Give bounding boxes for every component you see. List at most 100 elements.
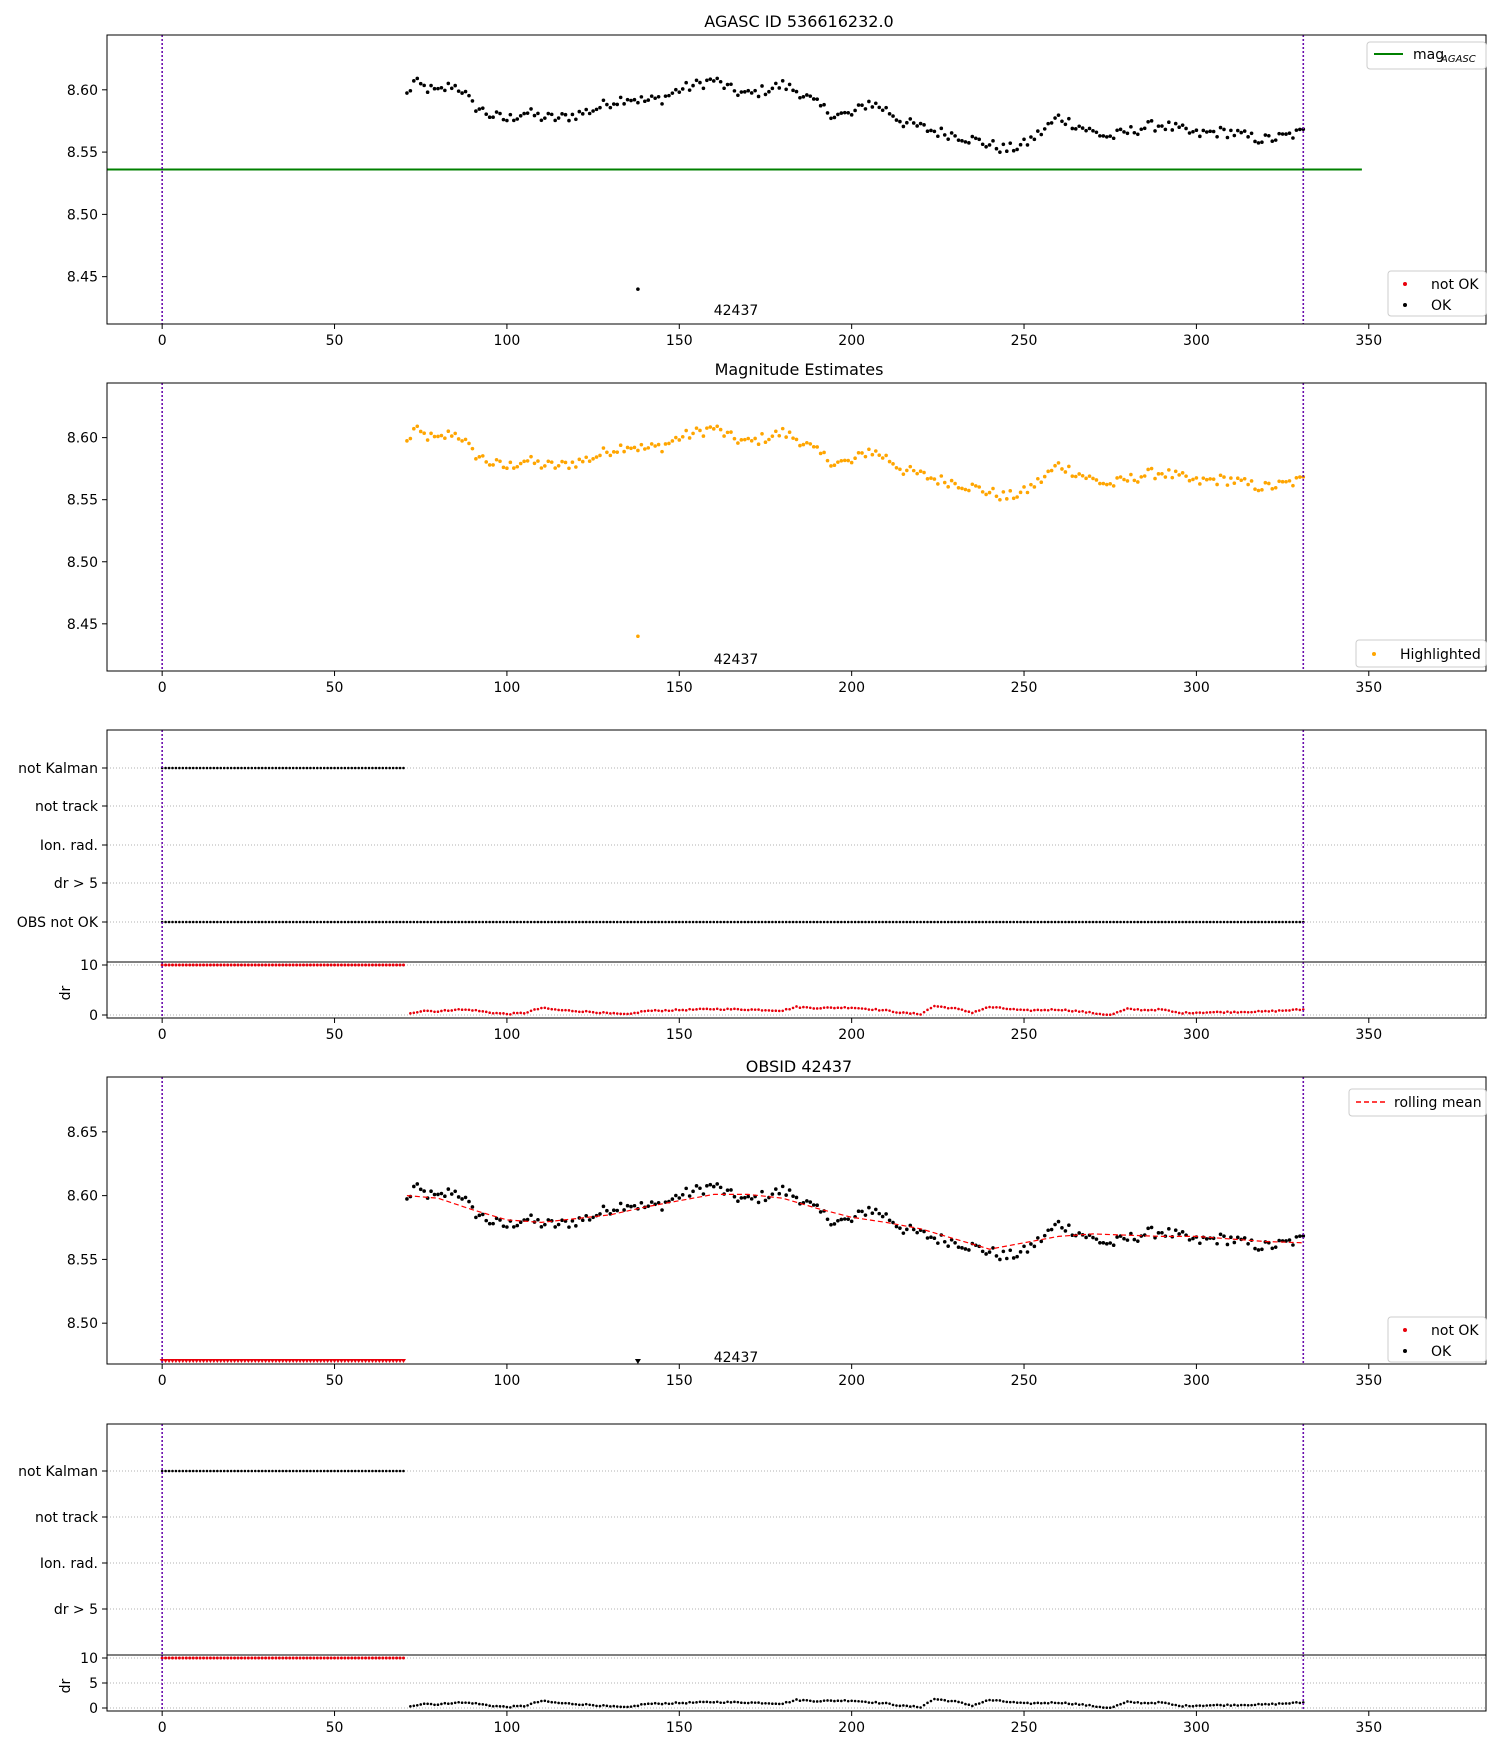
- data-point: [970, 134, 975, 139]
- highlighted-point: [729, 430, 733, 434]
- data-point: [1070, 126, 1075, 131]
- flag-point: [1050, 920, 1053, 924]
- flag-point: [815, 920, 819, 924]
- dr-point: [715, 1007, 719, 1011]
- highlight-legend[interactable]: Highlighted: [1355, 639, 1487, 668]
- flag-point: [1260, 920, 1264, 924]
- flag-point: [929, 920, 933, 924]
- dr-point: [515, 1011, 519, 1015]
- flag-point: [243, 920, 247, 924]
- highlighted-point: [408, 436, 413, 441]
- dr-point: [1150, 1701, 1153, 1705]
- highlighted-point: [1198, 482, 1202, 486]
- highlighted-point: [1280, 479, 1285, 484]
- flag-point: [657, 920, 660, 924]
- dr-point: [1153, 1008, 1157, 1012]
- flag-point: [481, 920, 485, 924]
- not-ok-point: [235, 1359, 241, 1363]
- data-point: [1229, 128, 1233, 133]
- highlighted-point: [1094, 478, 1099, 482]
- data-point: [491, 115, 495, 119]
- dr-panel-1-marks: [106, 961, 1487, 1019]
- rolling-legend[interactable]: rolling mean: [1348, 1088, 1487, 1117]
- not-ok-point: [218, 1359, 224, 1363]
- dr-clipped-point: [384, 1656, 388, 1660]
- data-point: [1018, 142, 1023, 147]
- not-ok-point: [214, 1359, 220, 1363]
- x-tick-label: 0: [158, 1373, 167, 1389]
- obsid-status-legend[interactable]: not OK OK: [1387, 1316, 1487, 1363]
- dr-point: [946, 1699, 950, 1703]
- flag-point: [581, 920, 585, 924]
- dr-point: [684, 1009, 688, 1012]
- data-point: [1025, 143, 1030, 147]
- dr-point: [1022, 1701, 1026, 1705]
- flag-point: [450, 920, 454, 924]
- status-legend[interactable]: not OK OK: [1387, 270, 1487, 317]
- highlighted-point: [1077, 472, 1081, 476]
- dr-point: [1246, 1010, 1250, 1014]
- dr-point: [1019, 1701, 1022, 1704]
- dr-point: [826, 1006, 829, 1009]
- not-ok-point: [256, 1359, 262, 1363]
- dr-point: [488, 1704, 491, 1708]
- flag-point: [505, 920, 509, 924]
- data-point: [663, 94, 668, 98]
- flag-point: [1295, 920, 1298, 924]
- flag-point: [1046, 920, 1050, 924]
- dr-clipped-point: [370, 963, 374, 967]
- data-point: [646, 1204, 651, 1208]
- dr-point: [543, 1699, 547, 1703]
- data-point: [873, 101, 878, 106]
- flag-point: [226, 766, 229, 770]
- dr-clipped-point: [191, 1656, 195, 1660]
- flag-point: [184, 920, 188, 924]
- not-ok-point: [242, 1359, 248, 1363]
- flag-point: [312, 920, 316, 924]
- flag-point: [336, 1469, 340, 1473]
- flag-point: [178, 1469, 181, 1473]
- data-point: [867, 1205, 871, 1210]
- data-point: [1063, 122, 1068, 127]
- data-point: [591, 109, 595, 113]
- dr-point: [781, 1702, 785, 1706]
- x-tick-label: 200: [838, 1027, 865, 1043]
- dr-clipped-point: [295, 963, 299, 967]
- dr-clipped-point: [212, 963, 216, 967]
- dr-point: [512, 1704, 516, 1708]
- highlighted-point: [987, 490, 992, 495]
- flag-point: [760, 920, 764, 924]
- data-point: [405, 1197, 409, 1201]
- flag-point: [1233, 920, 1236, 924]
- dr-clipped-point: [171, 1656, 175, 1660]
- data-point: [1284, 132, 1288, 136]
- flag-point: [267, 766, 271, 770]
- dr-point: [1284, 1702, 1288, 1705]
- data-point: [1298, 1234, 1302, 1238]
- dr-point: [615, 1012, 619, 1015]
- highlighted-point: [1022, 485, 1026, 489]
- data-point: [729, 1188, 733, 1192]
- flag-point: [512, 920, 516, 924]
- highlighted-point: [1060, 467, 1064, 471]
- highlighted-point: [898, 467, 902, 472]
- flag-point: [1146, 920, 1150, 924]
- flag-point: [164, 1469, 167, 1473]
- dr-point: [943, 1698, 947, 1702]
- magnitude-estimates-y-axis: 8.458.508.558.60: [67, 431, 107, 633]
- highlighted-point: [925, 477, 930, 481]
- agasc-panel: AGASC ID 536616232.0 0 50 100 150 200 250 300 3…: [67, 12, 1487, 349]
- highlighted-point: [991, 486, 995, 491]
- dr-point: [1129, 1007, 1133, 1011]
- dr-clipped-point: [288, 963, 292, 967]
- not-ok-point: [363, 1359, 369, 1363]
- dr-point: [895, 1011, 898, 1014]
- flag-point: [1167, 920, 1171, 924]
- flag-point: [174, 920, 178, 924]
- dr-point: [1060, 1008, 1064, 1012]
- data-point: [1277, 131, 1281, 136]
- dr-clipped-point: [281, 963, 285, 967]
- agasc-legend[interactable]: mag AGASC: [1366, 41, 1487, 70]
- dr-point: [1191, 1704, 1195, 1708]
- dr-point: [712, 1008, 716, 1011]
